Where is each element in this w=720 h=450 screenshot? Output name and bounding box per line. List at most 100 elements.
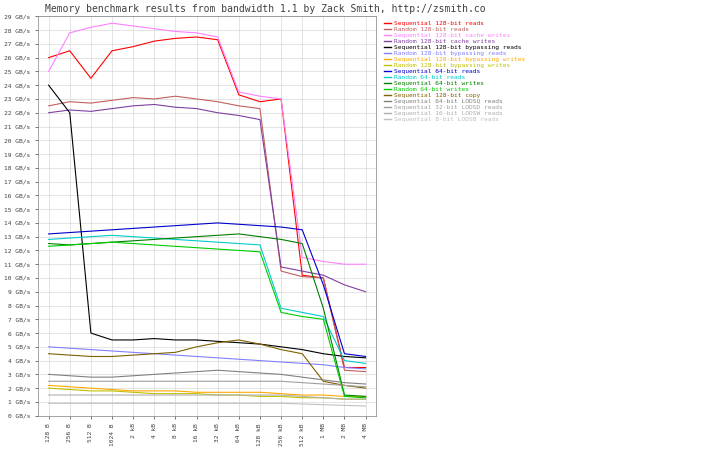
Sequential 128-bit copy: [129, 352, 138, 358]
Sequential 128-bit reads: [171, 36, 180, 41]
Sequential 64-bit reads: [129, 226, 138, 231]
Sequential 128-bit bypassing reads: [276, 344, 285, 350]
Sequential 32-bit LODSD reads: [361, 384, 370, 390]
Sequential 128-bit cache writes: [256, 94, 264, 99]
Sequential 128-bit bypassing writes: [298, 392, 307, 398]
Random 64-bit writes: [276, 310, 285, 315]
Random 128-bit cache writes: [235, 113, 243, 118]
Random 64-bit writes: [171, 243, 180, 249]
Sequential 16-bit LODSW reads: [129, 392, 138, 398]
Random 128-bit cache writes: [86, 108, 95, 114]
Line: Sequential 16-bit LODSW reads: Sequential 16-bit LODSW reads: [49, 395, 366, 399]
Sequential 8-bit LODSB reads: [235, 400, 243, 406]
Random 128-bit cache writes: [298, 268, 307, 274]
Sequential 128-bit copy: [108, 354, 117, 359]
Random 128-bit bypassing reads: [192, 354, 201, 359]
Random 64-bit reads: [319, 314, 328, 319]
Random 128-bit bypassing reads: [171, 352, 180, 358]
Sequential 32-bit LODSD reads: [319, 381, 328, 387]
Sequential 128-bit bypassing writes: [129, 388, 138, 394]
Sequential 128-bit copy: [86, 354, 95, 359]
Sequential 128-bit copy: [276, 347, 285, 352]
Sequential 128-bit bypassing reads: [361, 355, 370, 360]
Sequential 128-bit reads: [45, 55, 53, 60]
Random 64-bit writes: [66, 242, 74, 248]
Sequential 16-bit LODSW reads: [213, 392, 222, 398]
Random 64-bit reads: [235, 241, 243, 246]
Sequential 8-bit LODSB reads: [45, 400, 53, 406]
Random 128-bit bypassing writes: [256, 394, 264, 399]
Sequential 128-bit reads: [298, 273, 307, 278]
Sequential 32-bit LODSD reads: [108, 378, 117, 384]
Sequential 64-bit writes: [276, 237, 285, 242]
Sequential 128-bit cache writes: [192, 30, 201, 36]
Sequential 64-bit LODSQ reads: [86, 374, 95, 380]
Sequential 128-bit bypassing reads: [66, 110, 74, 116]
Random 128-bit reads: [66, 99, 74, 104]
Sequential 64-bit LODSQ reads: [108, 374, 117, 380]
Sequential 128-bit reads: [361, 365, 370, 370]
Random 64-bit writes: [235, 248, 243, 253]
Sequential 128-bit bypassing writes: [150, 388, 158, 394]
Sequential 8-bit LODSB reads: [108, 400, 117, 406]
Sequential 32-bit LODSD reads: [298, 380, 307, 385]
Sequential 128-bit copy: [213, 340, 222, 346]
Sequential 64-bit writes: [213, 233, 222, 238]
Sequential 64-bit reads: [361, 354, 370, 359]
Random 128-bit bypassing reads: [45, 344, 53, 350]
Line: Random 128-bit cache writes: Random 128-bit cache writes: [49, 104, 366, 292]
Sequential 64-bit writes: [361, 394, 370, 399]
Sequential 64-bit writes: [192, 234, 201, 239]
Sequential 8-bit LODSB reads: [319, 402, 328, 407]
Text: Memory benchmark results from bandwidth 1.1 by Zack Smith, http://zsmith.co: Memory benchmark results from bandwidth …: [45, 4, 485, 14]
Random 64-bit reads: [298, 310, 307, 315]
Random 128-bit cache writes: [45, 110, 53, 116]
Sequential 16-bit LODSW reads: [298, 394, 307, 399]
Random 64-bit reads: [340, 358, 348, 363]
Sequential 128-bit bypassing writes: [235, 390, 243, 395]
Sequential 64-bit LODSQ reads: [361, 381, 370, 387]
Random 128-bit bypassing writes: [213, 392, 222, 398]
Random 128-bit cache writes: [171, 104, 180, 110]
Random 128-bit bypassing reads: [361, 366, 370, 372]
Sequential 128-bit copy: [45, 351, 53, 356]
Random 128-bit reads: [192, 96, 201, 102]
Sequential 8-bit LODSB reads: [129, 400, 138, 406]
Random 128-bit cache writes: [150, 102, 158, 107]
Sequential 128-bit cache writes: [86, 25, 95, 30]
Random 128-bit reads: [45, 103, 53, 108]
Sequential 8-bit LODSB reads: [276, 400, 285, 406]
Random 64-bit reads: [256, 242, 264, 248]
Sequential 8-bit LODSB reads: [192, 400, 201, 406]
Sequential 8-bit LODSB reads: [171, 400, 180, 406]
Random 64-bit reads: [213, 239, 222, 245]
Line: Sequential 32-bit LODSD reads: Sequential 32-bit LODSD reads: [49, 381, 366, 387]
Random 128-bit bypassing writes: [361, 396, 370, 402]
Random 128-bit bypassing writes: [192, 391, 201, 396]
Random 128-bit bypassing reads: [86, 347, 95, 352]
Sequential 128-bit bypassing writes: [171, 388, 180, 394]
Sequential 128-bit bypassing writes: [192, 390, 201, 395]
Random 128-bit bypassing reads: [276, 359, 285, 364]
Random 128-bit cache writes: [108, 106, 117, 111]
Line: Random 128-bit reads: Random 128-bit reads: [49, 96, 366, 372]
Sequential 128-bit bypassing reads: [86, 330, 95, 336]
Sequential 128-bit bypassing writes: [66, 384, 74, 390]
Random 128-bit bypassing writes: [129, 390, 138, 395]
Sequential 16-bit LODSW reads: [171, 392, 180, 398]
Sequential 64-bit reads: [298, 227, 307, 233]
Random 64-bit reads: [108, 233, 117, 238]
Sequential 32-bit LODSD reads: [171, 378, 180, 384]
Sequential 128-bit bypassing writes: [213, 390, 222, 395]
Random 128-bit bypassing writes: [86, 388, 95, 394]
Random 64-bit writes: [192, 245, 201, 250]
Sequential 128-bit bypassing reads: [150, 336, 158, 341]
Random 128-bit reads: [86, 100, 95, 106]
Random 128-bit bypassing writes: [235, 392, 243, 398]
Sequential 64-bit writes: [108, 239, 117, 245]
Sequential 64-bit LODSQ reads: [45, 372, 53, 377]
Sequential 128-bit cache writes: [129, 23, 138, 29]
Random 128-bit bypassing writes: [45, 386, 53, 391]
Sequential 128-bit reads: [340, 365, 348, 370]
Random 128-bit reads: [256, 106, 264, 111]
